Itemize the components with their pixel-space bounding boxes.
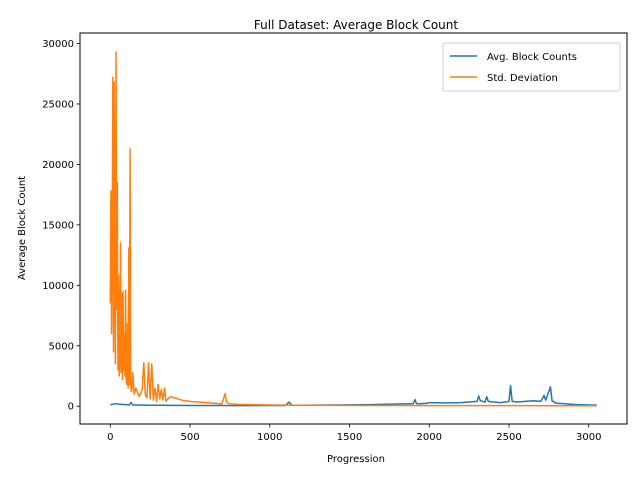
y-tick-label: 15000 [42, 220, 74, 231]
y-tick-label: 5000 [49, 341, 74, 352]
y-tick-label: 0 [68, 402, 74, 413]
chart-title: Full Dataset: Average Block Count [254, 18, 458, 32]
x-axis-label: Progression [327, 454, 385, 465]
legend-label-std-deviation: Std. Deviation [487, 73, 558, 84]
x-tick-label: 1500 [337, 432, 362, 443]
y-tick-label: 30000 [42, 39, 74, 50]
y-axis-label: Average Block Count [17, 176, 28, 280]
x-tick-label: 1000 [257, 432, 282, 443]
plot-frame [79, 32, 628, 425]
x-axis: 0 500 1000 1500 2000 2500 3000 [107, 424, 601, 443]
x-tick-label: 0 [107, 432, 113, 443]
y-axis: 0 5000 10000 15000 20000 25000 30000 [42, 39, 80, 413]
x-tick-label: 3000 [576, 432, 601, 443]
legend-label-avg-block-counts: Avg. Block Counts [487, 52, 577, 63]
y-tick-label: 10000 [42, 281, 74, 292]
plot-area [109, 51, 597, 407]
y-tick-label: 25000 [42, 99, 74, 110]
y-tick-label: 20000 [42, 160, 74, 171]
series-line-std-deviation [109, 51, 597, 407]
series-line-avg-block-counts [110, 384, 597, 407]
x-tick-label: 2500 [496, 432, 521, 443]
x-tick-label: 500 [180, 432, 199, 443]
legend: Avg. Block Counts Std. Deviation [442, 42, 621, 92]
x-tick-label: 2000 [417, 432, 442, 443]
legend-box [442, 42, 621, 92]
